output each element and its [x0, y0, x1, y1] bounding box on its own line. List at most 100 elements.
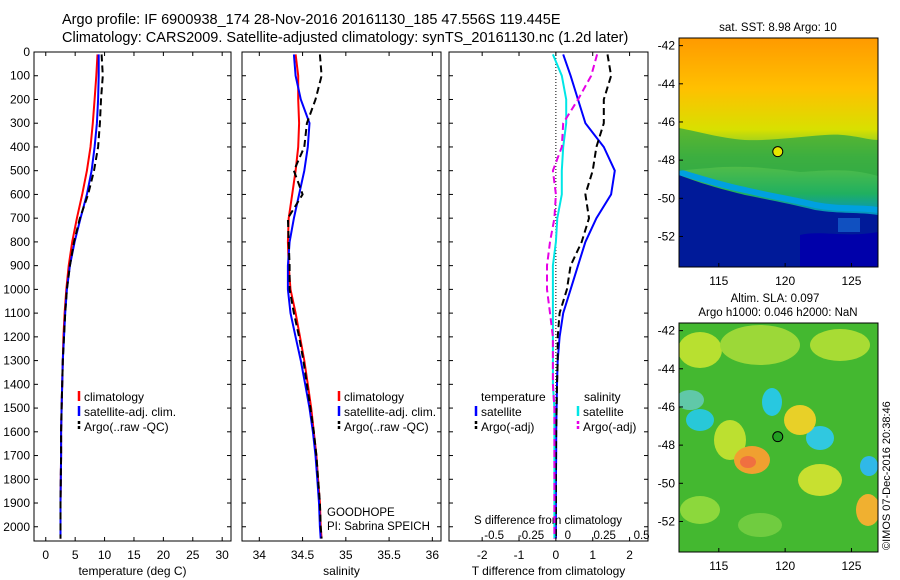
legend-label: Argo(-adj)	[583, 420, 636, 434]
map-y-tick-label: -48	[658, 438, 676, 452]
pi-name: PI: Sabrina SPEICH	[327, 521, 430, 533]
sla-map-frame	[678, 322, 879, 553]
x-tick-label: 0	[553, 548, 560, 562]
sst-argo-location-marker	[772, 146, 784, 158]
depth-tick-label: 2000	[3, 520, 30, 534]
x-tick-label: 15	[127, 548, 141, 562]
top-x-tick-label: 0.25	[594, 530, 616, 542]
x-tick-label: 30	[215, 548, 229, 562]
depth-tick-label: 300	[10, 116, 30, 130]
project-name: GOODHOPE	[327, 507, 395, 519]
header-line-2: Climatology: CARS2009. Satellite-adjuste…	[62, 30, 629, 46]
x-tick-label: 0	[42, 548, 49, 562]
sla-map-title-1: Altim. SLA: 0.097	[731, 293, 820, 305]
map-x-tick-label: 120	[775, 274, 795, 288]
map-y-tick-label: -42	[658, 324, 676, 338]
map-y-tick-label: -52	[658, 514, 676, 528]
x-tick-label: 34.5	[291, 548, 315, 562]
legend-label: Argo(..raw -QC)	[344, 420, 429, 434]
profile-panel-2: 34 34.5 35 35.5 36 salinity	[241, 51, 442, 578]
top-x-tick-label: 0.5	[634, 530, 650, 542]
depth-tick-label: 1000	[3, 282, 30, 296]
depth-tick-label: 200	[10, 92, 30, 106]
x-tick-label: 34	[253, 548, 267, 562]
sla-map-title-2: Argo h1000: 0.046 h2000: NaN	[698, 307, 857, 319]
map-x-tick-label: 120	[775, 559, 795, 573]
x-tick-label: -2	[477, 548, 488, 562]
legend-label: climatology	[344, 390, 404, 404]
imos-credit: ©IMOS 07-Dec-2016 20:38:46	[881, 401, 893, 550]
series-salinity-argo-adj	[546, 54, 599, 539]
depth-tick-label: 400	[10, 140, 30, 154]
top-x-tick-label: 0	[565, 530, 571, 542]
map-y-tick-label: -50	[658, 191, 676, 205]
map-y-tick-label: -44	[658, 77, 676, 91]
sla-argo-location-marker	[772, 431, 784, 443]
sla-map-features	[679, 325, 878, 537]
x-axis-label: T difference from climatology	[472, 564, 626, 578]
depth-tick-label: 1200	[3, 330, 30, 344]
top-x-tick-label: -0.5	[484, 530, 504, 542]
depth-tick-label: 1700	[3, 449, 30, 463]
map-x-tick-label: 125	[841, 274, 861, 288]
sst-map-axes: 115 120 125 -42 -44 -46 -48 -50 -52	[658, 39, 862, 288]
depth-tick-label: 1900	[3, 496, 30, 510]
legend-label: satellite	[583, 405, 624, 419]
x-tick-label: 1	[589, 548, 596, 562]
legend-label: Argo(-adj)	[481, 420, 534, 434]
x-tick-label: 35.5	[377, 548, 401, 562]
legend-label: satellite	[481, 405, 522, 419]
legend-heading-salinity: salinity	[584, 390, 621, 404]
depth-tick-label: 1500	[3, 401, 30, 415]
top-x-tick-label: -0.25	[518, 530, 544, 542]
legend-heading-temperature: temperature	[481, 390, 546, 404]
profile-panel-1: 0100200300400500600700800900100011001200…	[3, 45, 232, 578]
panel-frame	[33, 51, 232, 542]
x-tick-label: 20	[157, 548, 171, 562]
depth-tick-label: 500	[10, 164, 30, 178]
x-tick-label: 36	[426, 548, 440, 562]
sla-map-axes: 115 120 125 -42 -44 -46 -48 -50 -52	[658, 324, 862, 573]
map-y-tick-label: -50	[658, 476, 676, 490]
sla-map: Altim. SLA: 0.097 Argo h1000: 0.046 h200…	[658, 293, 879, 573]
legend-label: climatology	[84, 390, 144, 404]
profile-panel-3: -2 -1 0 1 2 -0.5 -0.25 0 0.25 0.5 T difference fro…	[448, 51, 650, 578]
x-tick-label: 10	[98, 548, 112, 562]
depth-tick-label: 600	[10, 187, 30, 201]
map-y-tick-label: -46	[658, 400, 676, 414]
x-tick-label: 5	[72, 548, 79, 562]
legend-label: satellite-adj. clim.	[84, 405, 176, 419]
x-tick-label: 35	[339, 548, 353, 562]
depth-tick-label: 0	[23, 45, 30, 59]
panel-frame	[448, 51, 649, 542]
header-line-1: Argo profile: IF 6900938_174 28-Nov-2016…	[62, 12, 561, 28]
depth-tick-label: 1100	[4, 306, 30, 320]
map-x-tick-label: 115	[709, 274, 728, 288]
depth-tick-label: 700	[10, 211, 30, 225]
map-y-tick-label: -44	[658, 362, 676, 376]
series-satellite-adj-clim	[286, 54, 322, 539]
s-difference-axis-label: S difference from climatology	[474, 515, 622, 527]
x-tick-label: 25	[186, 548, 200, 562]
series-satellite-adj-clim	[59, 54, 100, 539]
map-y-tick-label: -52	[658, 229, 676, 243]
series-argo-raw-qc	[286, 54, 323, 539]
depth-tick-label: 1400	[3, 377, 30, 391]
series-argo-raw-qc	[59, 54, 104, 539]
depth-tick-label: 800	[10, 235, 30, 249]
legend-label: Argo(..raw -QC)	[84, 420, 169, 434]
depth-tick-label: 1800	[3, 472, 30, 486]
x-axis-label: salinity	[323, 564, 360, 578]
map-y-tick-label: -46	[658, 115, 676, 129]
legend-label: satellite-adj. clim.	[344, 405, 436, 419]
depth-tick-label: 900	[10, 259, 30, 273]
map-x-tick-label: 125	[841, 559, 861, 573]
sst-map-title: sat. SST: 8.98 Argo: 10	[719, 22, 837, 34]
depth-tick-label: 1300	[3, 354, 30, 368]
x-tick-label: 2	[626, 548, 633, 562]
